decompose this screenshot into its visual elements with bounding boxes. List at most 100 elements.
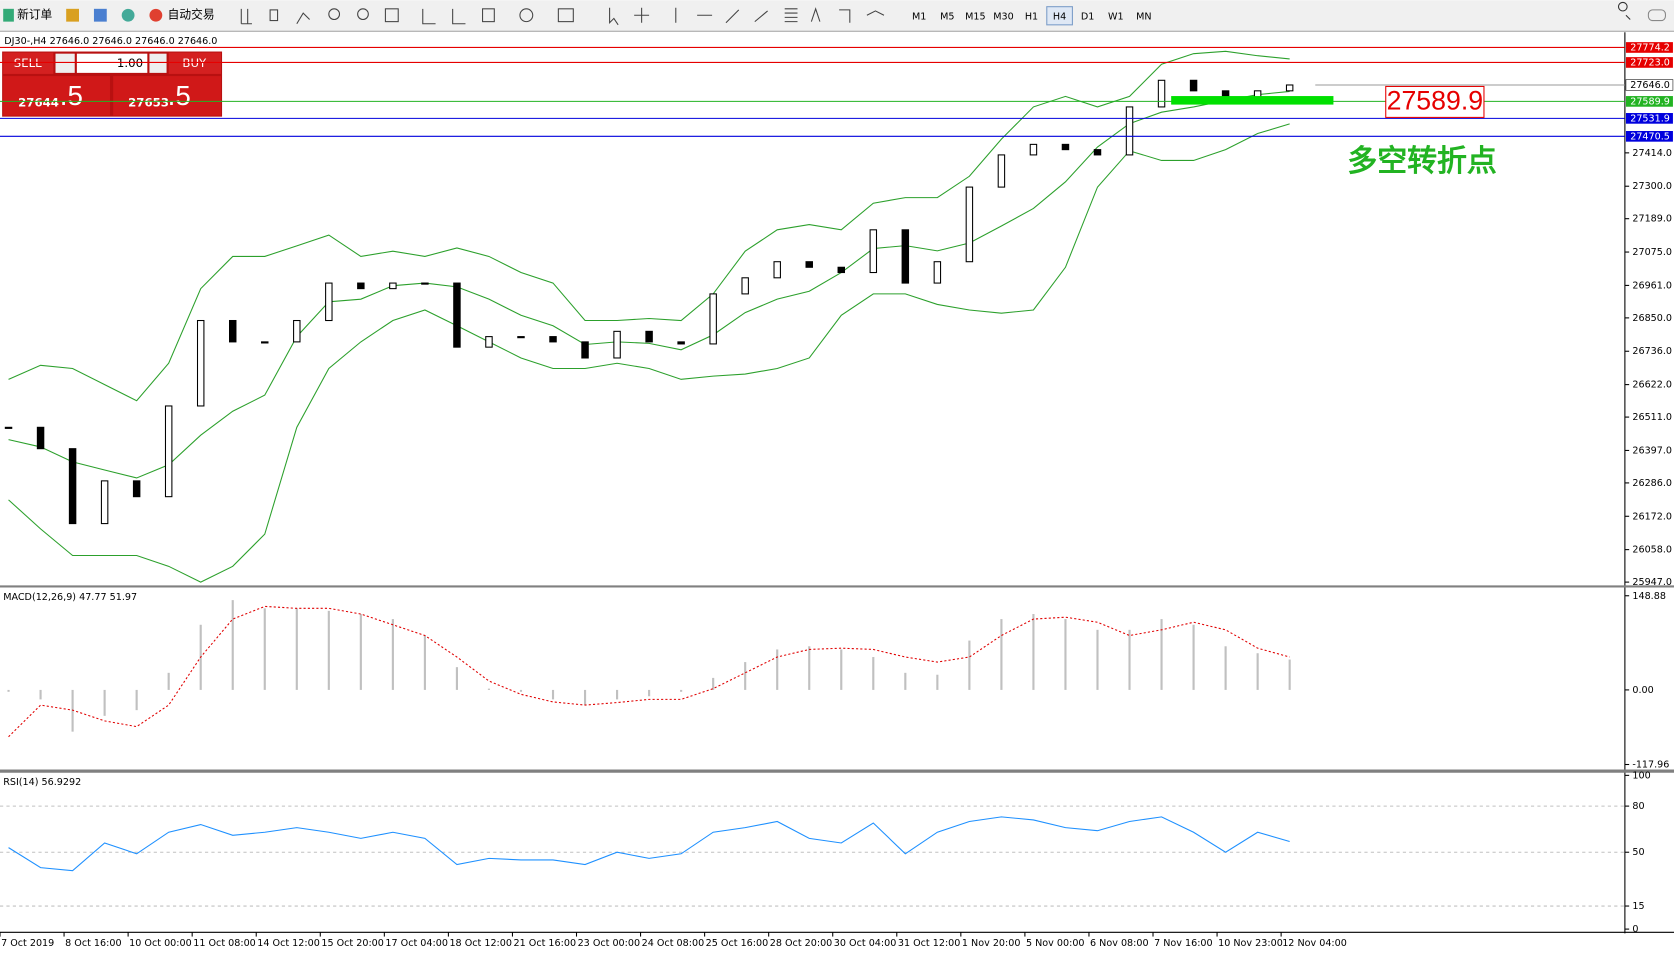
candle	[965, 186, 974, 263]
auto-trade-button[interactable]: 自动交易	[168, 8, 215, 22]
macd-bar	[968, 640, 971, 690]
periods[interactable]	[519, 8, 534, 23]
timeframe-button[interactable]: MN	[1136, 11, 1151, 22]
macd-bar	[295, 608, 298, 690]
icon[interactable]	[121, 8, 135, 22]
candle	[581, 341, 589, 359]
indicators[interactable]	[482, 8, 495, 23]
macd-bar	[1064, 619, 1067, 690]
candle	[453, 282, 461, 348]
timeframe-button[interactable]: M15	[965, 11, 986, 22]
price-level-label: 27470.5	[1630, 131, 1670, 142]
new-order-icon[interactable]	[3, 8, 14, 22]
candle	[837, 266, 846, 274]
buy-pips[interactable]: .5	[168, 80, 191, 111]
timeframe-button[interactable]: W1	[1108, 11, 1124, 22]
sell-price-box[interactable]	[3, 76, 110, 116]
candle	[517, 336, 525, 339]
zoom-in[interactable]	[328, 8, 341, 21]
chat[interactable]	[1647, 9, 1666, 22]
timeframe-button[interactable]: M30	[993, 11, 1014, 22]
draw-tools[interactable]	[675, 7, 798, 24]
macd-bar	[776, 649, 779, 690]
draw-tools[interactable]	[810, 7, 885, 23]
price-level-tag	[1625, 57, 1673, 68]
macd-bar	[103, 689, 106, 716]
crosshair[interactable]	[634, 7, 650, 23]
active-timeframe[interactable]	[1046, 6, 1073, 26]
candle	[645, 330, 653, 343]
x-tick-label: 10 Nov 23:00	[1218, 938, 1283, 949]
price-level-label: 27723.0	[1630, 57, 1670, 68]
candle	[293, 319, 301, 343]
timeframe-button[interactable]: H4	[1053, 11, 1066, 22]
annotation-label: 27589.9	[1387, 86, 1483, 116]
candle	[901, 229, 910, 284]
timeframe-button[interactable]: M5	[940, 11, 954, 22]
icon[interactable]	[93, 8, 107, 22]
macd-bar	[1128, 629, 1131, 690]
macd-bar	[263, 608, 266, 690]
x-tick-label: 23 Oct 00:00	[578, 938, 641, 949]
x-tick-label: 24 Oct 08:00	[642, 938, 705, 949]
candle	[229, 319, 237, 343]
buy-price-box[interactable]	[113, 76, 221, 116]
macd-bar	[1288, 659, 1291, 690]
timeframe-button[interactable]: M1	[912, 11, 926, 22]
macd-bar	[1192, 624, 1195, 690]
candle	[709, 293, 717, 345]
volume-spinner[interactable]	[149, 53, 167, 73]
candle	[1285, 84, 1294, 92]
chart-area	[0, 32, 1674, 955]
candle-tool[interactable]	[269, 9, 279, 22]
candle	[164, 405, 173, 498]
candle	[1189, 79, 1198, 92]
new-order-button[interactable]: 新订单	[17, 8, 52, 22]
price-level-label: 27774.2	[1630, 42, 1670, 53]
timeframe-button[interactable]: D1	[1081, 11, 1095, 22]
tile-tool[interactable]	[384, 8, 399, 23]
macd-bar	[135, 689, 138, 711]
y-tick-label: 0.00	[1632, 685, 1653, 696]
icon[interactable]	[66, 8, 80, 22]
macd-bar	[1224, 646, 1227, 690]
timeframe-button[interactable]: H1	[1025, 11, 1038, 22]
bar-chart-tool[interactable]	[240, 8, 252, 25]
auto-trade-icon[interactable]	[149, 8, 163, 22]
y-tick-label: 26736.0	[1632, 346, 1672, 357]
volume-dropdown[interactable]	[55, 53, 75, 73]
buy-price[interactable]: 27653	[128, 95, 169, 109]
sell-button[interactable]	[3, 52, 54, 74]
search[interactable]	[1618, 1, 1631, 20]
macd-bar	[39, 689, 42, 700]
macd-bar	[1096, 629, 1099, 690]
line-tool[interactable]	[296, 12, 310, 25]
macd-bar	[519, 689, 523, 692]
volume-input[interactable]	[76, 53, 148, 73]
macd-bar	[327, 610, 330, 690]
buy-button[interactable]	[168, 52, 221, 74]
candle	[1125, 106, 1134, 156]
scroll-tool[interactable]	[422, 8, 466, 25]
candle	[261, 341, 269, 344]
candle	[613, 330, 621, 359]
macd-bar	[1160, 619, 1163, 690]
sell-price[interactable]: 27644	[18, 95, 59, 109]
macd-bar	[423, 635, 426, 690]
candle	[4, 426, 13, 429]
candle	[549, 336, 557, 343]
x-tick-label: 6 Nov 08:00	[1090, 938, 1149, 949]
macd-bar	[455, 667, 459, 690]
price-level-label: 27531.9	[1630, 113, 1670, 124]
current-price-tag	[1625, 79, 1674, 91]
bollinger-middle	[8, 90, 1290, 479]
templates[interactable]	[557, 8, 574, 23]
macd-bar	[231, 600, 234, 690]
cursor[interactable]	[609, 7, 619, 26]
sell-pips[interactable]: .5	[60, 80, 83, 111]
x-tick-label: 15 Oct 20:00	[321, 938, 384, 949]
price-level-tag	[1625, 113, 1673, 124]
bollinger-lower	[8, 123, 1290, 583]
zoom-out[interactable]	[357, 8, 369, 21]
x-tick-label: 8 Oct 16:00	[65, 938, 121, 949]
